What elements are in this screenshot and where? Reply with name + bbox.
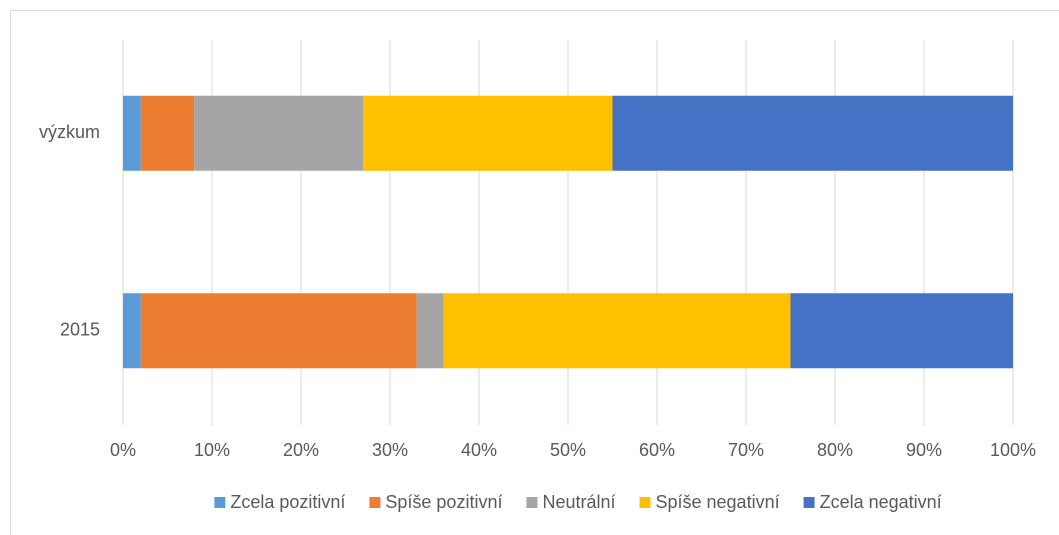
x-tick-label: 20% bbox=[283, 440, 319, 460]
bar-segment bbox=[194, 95, 364, 171]
legend-swatch bbox=[803, 497, 815, 508]
bar-segment bbox=[416, 293, 444, 369]
x-tick-label: 70% bbox=[728, 440, 764, 460]
x-tick-label: 100% bbox=[990, 440, 1036, 460]
bar-segment bbox=[363, 95, 613, 171]
legend-label: Spíše pozitivní bbox=[385, 492, 502, 512]
bar-segment bbox=[140, 95, 195, 171]
x-tick-label: 30% bbox=[372, 440, 408, 460]
x-tick-label: 90% bbox=[906, 440, 942, 460]
bar-segment bbox=[443, 293, 791, 369]
x-tick-label: 40% bbox=[461, 440, 497, 460]
legend-label: Neutrální bbox=[542, 492, 615, 512]
x-tick-label: 50% bbox=[550, 440, 586, 460]
bar-segment bbox=[790, 293, 1013, 369]
y-tick-label: výzkum bbox=[39, 122, 100, 142]
x-tick-label: 0% bbox=[110, 440, 136, 460]
chart-frame bbox=[10, 10, 1059, 535]
x-tick-label: 10% bbox=[194, 440, 230, 460]
bar-segment bbox=[123, 95, 141, 171]
legend-swatch bbox=[214, 497, 226, 508]
legend-label: Spíše negativní bbox=[656, 492, 780, 512]
legend-label: Zcela pozitivní bbox=[230, 492, 345, 512]
x-tick-label: 80% bbox=[817, 440, 853, 460]
bar-segment bbox=[123, 293, 141, 369]
bar-segment bbox=[140, 293, 417, 369]
bar-segment bbox=[612, 95, 1013, 171]
y-tick-label: 2015 bbox=[60, 320, 100, 340]
legend-swatch bbox=[639, 497, 651, 508]
legend-swatch bbox=[526, 497, 538, 508]
x-tick-label: 60% bbox=[639, 440, 675, 460]
legend-label: Zcela negativní bbox=[820, 492, 942, 512]
legend-swatch bbox=[369, 497, 381, 508]
